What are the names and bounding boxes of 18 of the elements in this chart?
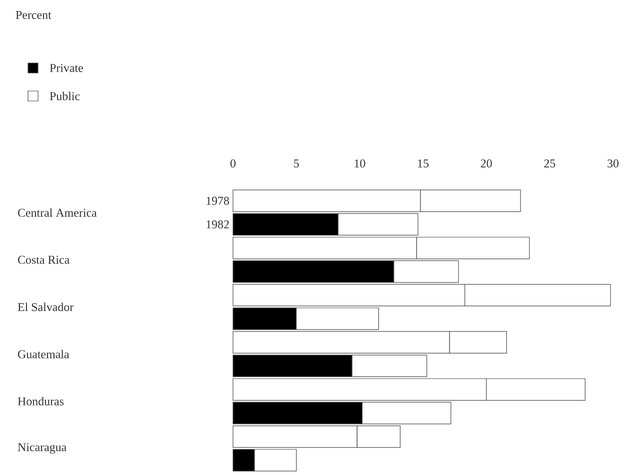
text: El Salvador: [18, 302, 74, 312]
x-tick-label: 25: [544, 159, 556, 168]
text: Guatemala: [18, 350, 70, 358]
legend-label: Public: [50, 92, 80, 100]
text: Central America: [18, 208, 97, 217]
x-tick-label: 15: [418, 159, 429, 168]
x-tick-label: 10: [354, 159, 366, 168]
y-tick-label: 1982: [206, 220, 229, 228]
x-tick-label: 5: [294, 160, 299, 168]
text: Percent: [16, 11, 52, 19]
text: Honduras: [18, 396, 64, 406]
y-tick-label: 1978: [206, 196, 230, 205]
x-tick-label: 30: [608, 159, 619, 168]
text: Costa Rica: [18, 256, 70, 264]
text: Nicaragua: [18, 443, 66, 454]
legend-label: Private: [50, 64, 83, 72]
x-tick-label: 20: [480, 159, 492, 168]
x-tick-label: 0: [230, 159, 236, 168]
